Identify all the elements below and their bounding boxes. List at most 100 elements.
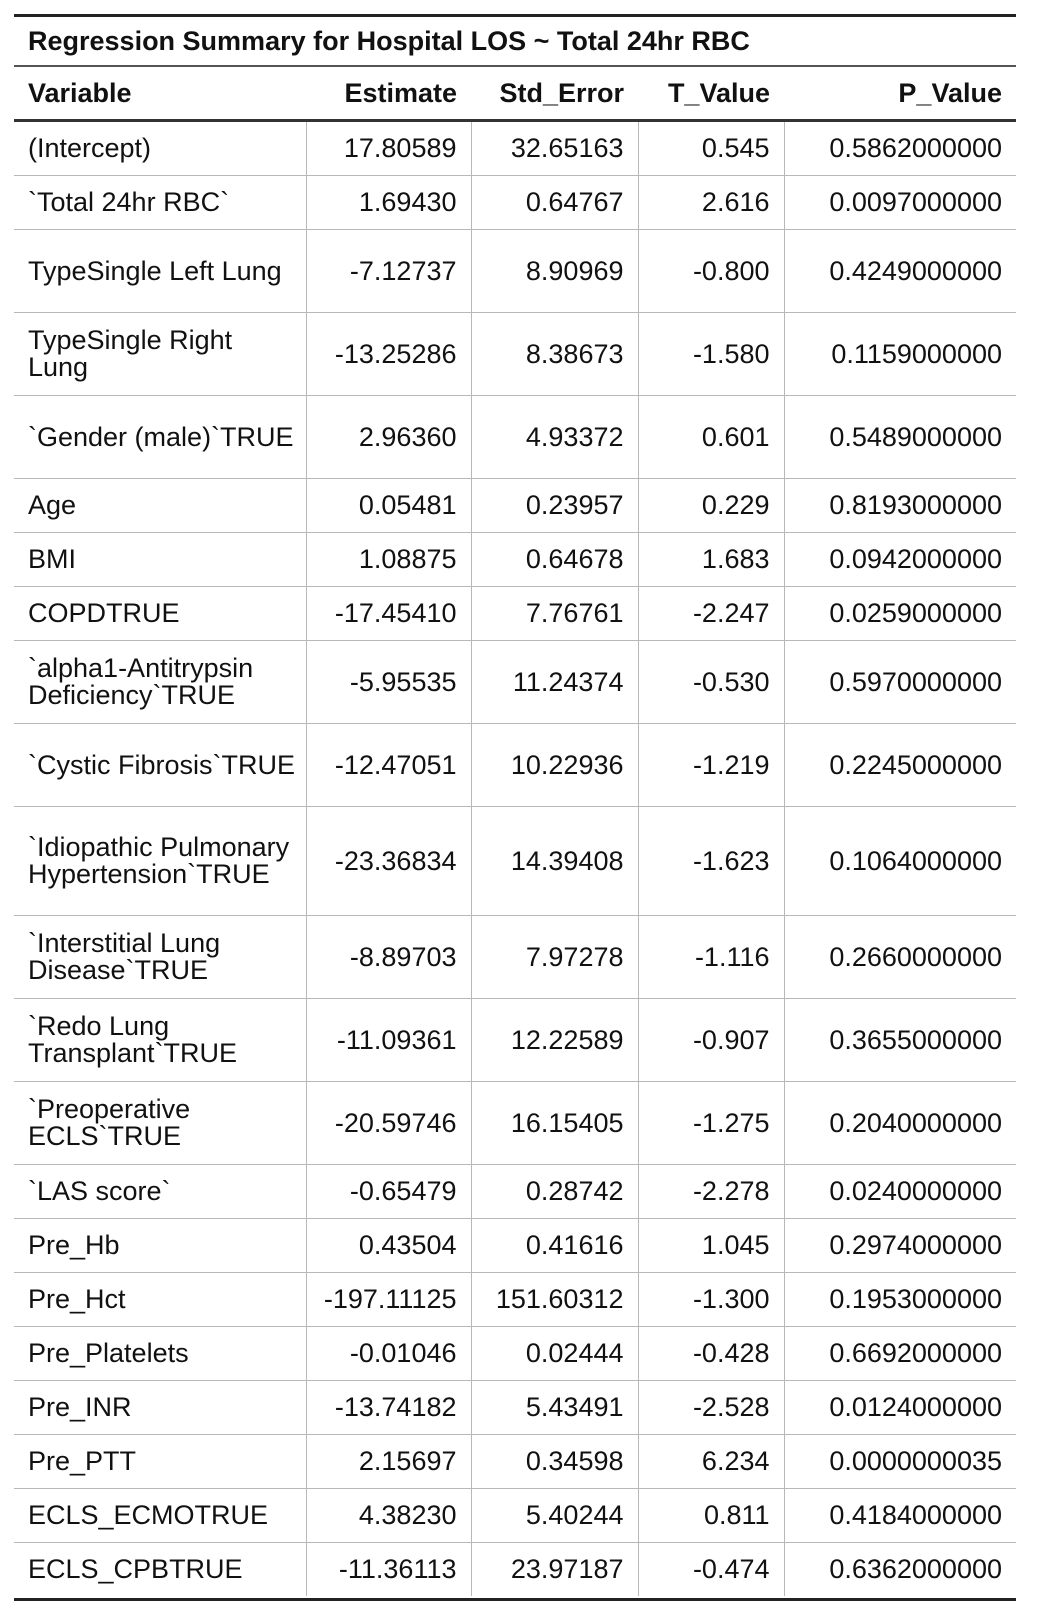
regression-table-container: Regression Summary for Hospital LOS ~ To… <box>14 14 1016 1601</box>
cell-variable: TypeSingle Right Lung <box>14 312 306 396</box>
table-row: Pre_PTT 2.15697 0.34598 6.234 0.0000000035 <box>14 1434 1016 1489</box>
cell-variable: BMI <box>14 532 306 587</box>
table-row: Age 0.05481 0.23957 0.229 0.8193000000 <box>14 478 1016 533</box>
cell-p-value: 0.5489000000 <box>783 395 1016 479</box>
cell-p-value: 0.4249000000 <box>783 229 1016 313</box>
table-row: TypeSingle Right Lung -13.25286 8.38673 -1.… <box>14 312 1016 396</box>
table-row: ECLS_ECMOTRUE 4.38230 5.40244 0.811 0.418400… <box>14 1488 1016 1543</box>
cell-p-value: 0.0097000000 <box>783 175 1016 230</box>
cell-std-error: 0.02444 <box>470 1326 638 1381</box>
cell-std-error: 10.22936 <box>470 723 638 807</box>
cell-estimate: -0.65479 <box>305 1164 471 1219</box>
cell-t-value: -1.623 <box>637 806 784 916</box>
table-row: `Cystic Fibrosis`TRUE -12.47051 10.22936 -1… <box>14 723 1016 807</box>
cell-t-value: 1.045 <box>637 1218 784 1273</box>
cell-estimate: -12.47051 <box>305 723 471 807</box>
cell-std-error: 5.40244 <box>470 1488 638 1543</box>
cell-estimate: -13.25286 <box>305 312 471 396</box>
table-row: `alpha1-Antitrypsin Deficiency`TRUE -5.95… <box>14 640 1016 724</box>
cell-p-value: 0.2660000000 <box>783 915 1016 999</box>
cell-t-value: -1.300 <box>637 1272 784 1327</box>
cell-p-value: 0.0000000035 <box>783 1434 1016 1489</box>
column-header-p-value: P_Value <box>784 67 1016 122</box>
cell-estimate: -197.11125 <box>305 1272 471 1327</box>
cell-std-error: 8.38673 <box>470 312 638 396</box>
cell-std-error: 0.28742 <box>470 1164 638 1219</box>
cell-estimate: 0.05481 <box>305 478 471 533</box>
cell-estimate: -23.36834 <box>305 806 471 916</box>
cell-std-error: 0.64678 <box>470 532 638 587</box>
cell-variable: `Cystic Fibrosis`TRUE <box>14 723 306 807</box>
cell-p-value: 0.0942000000 <box>783 532 1016 587</box>
table-row: ECLS_CPBTRUE -11.36113 23.97187 -0.474 0.636… <box>14 1542 1016 1596</box>
cell-t-value: -2.278 <box>637 1164 784 1219</box>
table-row: COPDTRUE -17.45410 7.76761 -2.247 0.02590000… <box>14 586 1016 641</box>
cell-std-error: 7.76761 <box>470 586 638 641</box>
table-row: Pre_Hct -197.11125 151.60312 -1.300 0.195300… <box>14 1272 1016 1327</box>
table-row: (Intercept) 17.80589 32.65163 0.545 0.586200… <box>14 120 1016 176</box>
cell-variable: Pre_INR <box>14 1380 306 1435</box>
cell-t-value: -0.800 <box>637 229 784 313</box>
cell-estimate: -5.95535 <box>305 640 471 724</box>
table-row: `Idiopathic Pulmonary Hypertension`TRUE -… <box>14 806 1016 916</box>
cell-variable: Pre_Platelets <box>14 1326 306 1381</box>
table-title: Regression Summary for Hospital LOS ~ To… <box>14 17 1016 67</box>
cell-p-value: 0.2040000000 <box>783 1081 1016 1165</box>
cell-variable: Pre_Hb <box>14 1218 306 1273</box>
cell-variable: Pre_PTT <box>14 1434 306 1489</box>
cell-std-error: 0.64767 <box>470 175 638 230</box>
cell-p-value: 0.2245000000 <box>783 723 1016 807</box>
cell-std-error: 0.23957 <box>470 478 638 533</box>
table-row: `Gender (male)`TRUE 2.96360 4.93372 0.601 0.… <box>14 395 1016 479</box>
cell-variable: `Preoperative ECLS`TRUE <box>14 1081 306 1165</box>
cell-estimate: -7.12737 <box>305 229 471 313</box>
cell-t-value: -0.474 <box>637 1542 784 1596</box>
cell-variable: `LAS score` <box>14 1164 306 1219</box>
cell-estimate: 2.96360 <box>305 395 471 479</box>
cell-estimate: 2.15697 <box>305 1434 471 1489</box>
cell-t-value: 0.545 <box>637 120 784 176</box>
table-row: `Total 24hr RBC` 1.69430 0.64767 2.616 0.009… <box>14 175 1016 230</box>
cell-std-error: 16.15405 <box>470 1081 638 1165</box>
cell-estimate: 0.43504 <box>305 1218 471 1273</box>
cell-std-error: 151.60312 <box>470 1272 638 1327</box>
cell-std-error: 32.65163 <box>470 120 638 176</box>
cell-variable: `Total 24hr RBC` <box>14 175 306 230</box>
cell-std-error: 8.90969 <box>470 229 638 313</box>
cell-t-value: -1.580 <box>637 312 784 396</box>
cell-variable: Pre_Hct <box>14 1272 306 1327</box>
cell-t-value: 2.616 <box>637 175 784 230</box>
cell-variable: `Gender (male)`TRUE <box>14 395 306 479</box>
cell-t-value: 0.601 <box>637 395 784 479</box>
header-row: Variable Estimate Std_Error T_Value P_Va… <box>14 67 1016 122</box>
table-row: Pre_Platelets -0.01046 0.02444 -0.428 0.6692… <box>14 1326 1016 1381</box>
regression-table: Variable Estimate Std_Error T_Value P_Va… <box>14 67 1016 1596</box>
cell-t-value: -1.219 <box>637 723 784 807</box>
cell-p-value: 0.3655000000 <box>783 998 1016 1082</box>
cell-std-error: 23.97187 <box>470 1542 638 1596</box>
cell-std-error: 7.97278 <box>470 915 638 999</box>
cell-estimate: -0.01046 <box>305 1326 471 1381</box>
cell-estimate: -20.59746 <box>305 1081 471 1165</box>
cell-p-value: 0.5862000000 <box>783 120 1016 176</box>
cell-p-value: 0.6362000000 <box>783 1542 1016 1596</box>
bottom-rule <box>14 1598 1016 1601</box>
cell-t-value: -1.116 <box>637 915 784 999</box>
cell-estimate: 4.38230 <box>305 1488 471 1543</box>
cell-variable: TypeSingle Left Lung <box>14 229 306 313</box>
top-rule <box>14 14 1016 17</box>
cell-t-value: -0.530 <box>637 640 784 724</box>
cell-std-error: 12.22589 <box>470 998 638 1082</box>
cell-variable: ECLS_CPBTRUE <box>14 1542 306 1596</box>
cell-p-value: 0.4184000000 <box>783 1488 1016 1543</box>
column-header-estimate: Estimate <box>306 67 471 122</box>
cell-estimate: -11.09361 <box>305 998 471 1082</box>
table-row: `Redo Lung Transplant`TRUE -11.09361 12.22… <box>14 998 1016 1082</box>
cell-t-value: -0.428 <box>637 1326 784 1381</box>
cell-t-value: -2.528 <box>637 1380 784 1435</box>
cell-variable: `alpha1-Antitrypsin Deficiency`TRUE <box>14 640 306 724</box>
cell-estimate: -11.36113 <box>305 1542 471 1596</box>
cell-t-value: -0.907 <box>637 998 784 1082</box>
cell-p-value: 0.5970000000 <box>783 640 1016 724</box>
cell-p-value: 0.0124000000 <box>783 1380 1016 1435</box>
